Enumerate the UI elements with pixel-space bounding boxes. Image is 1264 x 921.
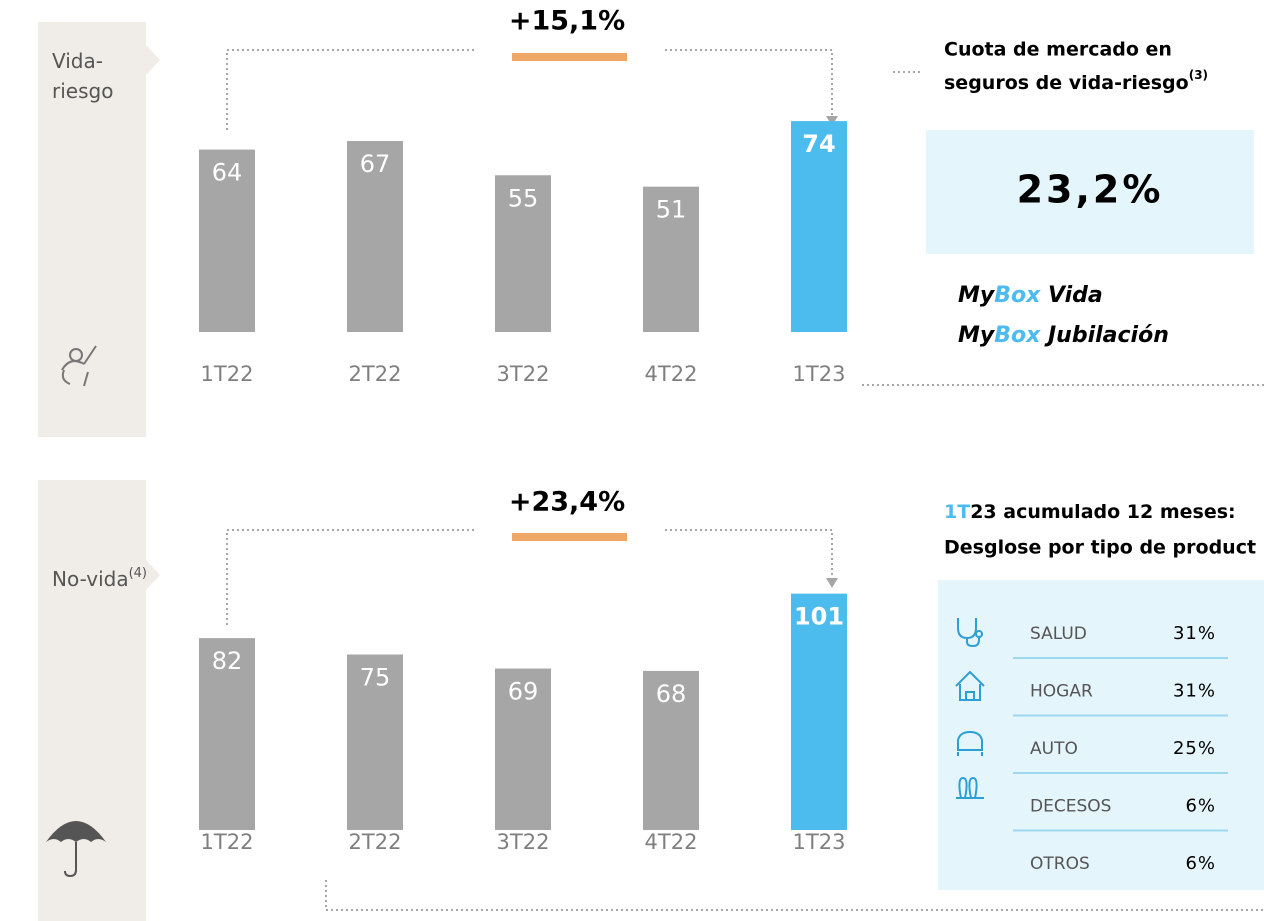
breakdown-title: 1T	[944, 501, 970, 523]
row-share: 31%	[1173, 681, 1216, 702]
footnote-ref: (4)	[129, 566, 147, 581]
connector	[226, 49, 833, 130]
share-value: 23,2%	[1017, 168, 1164, 212]
growth-underline	[512, 53, 627, 61]
row-label: HOGAR	[1030, 682, 1093, 702]
panel-label: Vida-	[52, 49, 103, 73]
panel-label: riesgo	[52, 79, 113, 103]
panel-label: No-vida	[52, 567, 129, 591]
breakdown-title: 1T23 acumulado 12 meses:	[944, 501, 1236, 523]
value-label: 67	[360, 150, 391, 178]
bar	[495, 175, 551, 332]
row-share: 31%	[1173, 623, 1216, 644]
x-tick-label: 4T22	[645, 830, 698, 854]
footnote-ref: (3)	[1189, 68, 1208, 82]
value-label: 101	[794, 603, 844, 631]
share-title: seguros de vida-riesgo	[944, 72, 1189, 94]
row-label: AUTO	[1030, 739, 1078, 759]
separator	[325, 880, 1264, 911]
value-label: 69	[508, 678, 539, 706]
bar	[643, 670, 699, 830]
value-label: 51	[656, 196, 687, 224]
x-tick-label: 2T22	[349, 362, 402, 386]
x-tick-label: 1T23	[793, 830, 846, 854]
breakdown-icons	[955, 618, 985, 799]
share-title: seguros de vida-riesgo(3)	[944, 68, 1208, 94]
x-tick-label: 2T22	[349, 830, 402, 854]
value-label: 55	[508, 184, 539, 212]
panel-label: No-vida(4)	[52, 566, 147, 591]
value-label: 74	[802, 130, 835, 158]
breakdown-subtitle: Desglose por tipo de product	[944, 537, 1256, 559]
product-brand: Box	[994, 283, 1041, 308]
growth-underline	[512, 533, 627, 541]
value-label: 68	[656, 680, 687, 708]
product-name: My	[958, 323, 996, 348]
x-tick-label: 1T22	[201, 362, 254, 386]
product-brand: Box	[994, 323, 1041, 348]
panel	[38, 22, 160, 437]
x-tick-label: 1T22	[201, 830, 254, 854]
product-name: Vida	[1040, 283, 1102, 308]
growth-label: +15,1%	[509, 6, 625, 37]
bar	[199, 149, 255, 332]
row-share: 6%	[1185, 796, 1216, 817]
bar	[347, 654, 403, 830]
breakdown-box	[938, 580, 1264, 890]
bar	[791, 593, 847, 830]
breakdown-title: 23 acumulado 12 meses:	[970, 501, 1235, 523]
bar	[199, 638, 255, 830]
arrow-head	[826, 116, 838, 126]
row-label: OTROS	[1030, 854, 1090, 874]
share-title: Cuota de mercado en	[944, 39, 1172, 61]
panel-label: riesgo	[52, 79, 113, 103]
row-label: DECESOS	[1030, 797, 1111, 817]
bar	[643, 186, 699, 332]
share-box	[926, 130, 1254, 254]
product-name: MyBox Vida	[958, 283, 1103, 308]
growth-label: +23,4%	[509, 487, 625, 518]
x-tick-label: 3T22	[497, 830, 550, 854]
x-tick-label: 4T22	[645, 362, 698, 386]
umbrella-icon	[46, 821, 106, 878]
value-label: 75	[360, 664, 391, 692]
bar	[495, 668, 551, 830]
panel	[38, 480, 160, 921]
x-tick-label: 3T22	[497, 362, 550, 386]
panel-label: Vida-	[52, 49, 103, 73]
row-label: SALUD	[1030, 624, 1087, 644]
product-name: Jubilación	[1040, 323, 1169, 348]
product-name: MyBox Jubilación	[958, 323, 1169, 348]
value-label: 64	[212, 159, 243, 187]
x-tick-label: 1T23	[793, 362, 846, 386]
arrow-head	[826, 578, 838, 588]
row-share: 25%	[1173, 738, 1216, 759]
connector	[226, 529, 833, 625]
person-icon	[61, 345, 97, 387]
bar	[791, 121, 847, 332]
value-label: 82	[212, 647, 243, 675]
row-share: 6%	[1185, 853, 1216, 874]
bar	[347, 141, 403, 332]
product-name: My	[958, 283, 996, 308]
